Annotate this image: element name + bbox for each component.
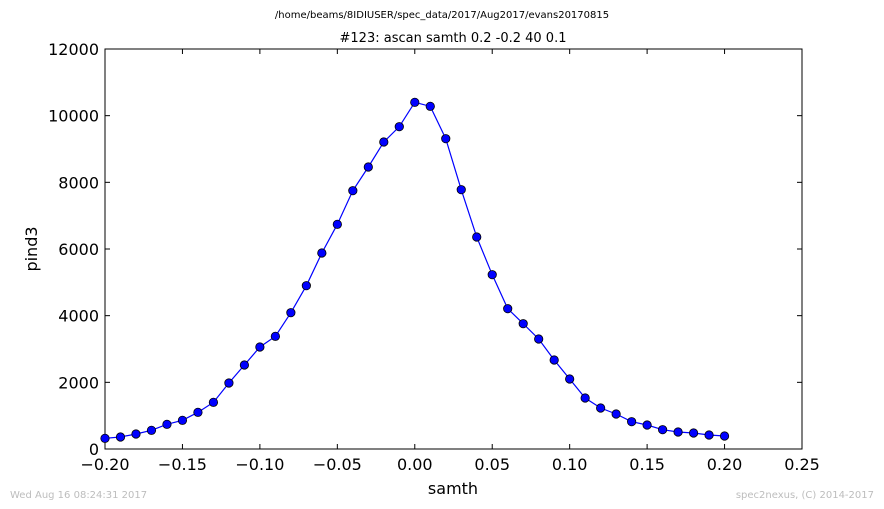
data-point <box>193 407 203 417</box>
y-tick-label: 8000 <box>58 173 99 192</box>
footer-timestamp: Wed Aug 16 08:24:31 2017 <box>10 490 148 501</box>
footer-credit: spec2nexus, (C) 2014-2017 <box>735 490 874 501</box>
data-point <box>472 232 482 242</box>
x-tick-label: 0.25 <box>784 455 820 474</box>
data-point <box>580 393 590 403</box>
data-point <box>162 419 172 429</box>
x-tick-label: −0.10 <box>235 455 284 474</box>
y-tick-label: 0 <box>89 440 99 459</box>
data-point <box>642 420 652 430</box>
x-tick-label: 0.10 <box>552 455 588 474</box>
data-point <box>596 403 606 413</box>
data-point <box>673 427 683 437</box>
data-point <box>177 415 188 425</box>
data-point <box>379 137 389 147</box>
axis-ticks <box>104 48 803 450</box>
data-point <box>487 270 497 280</box>
data-point <box>239 360 249 370</box>
x-tick-label: 0.15 <box>629 455 665 474</box>
x-tick-label: −0.20 <box>80 455 129 474</box>
data-point <box>627 417 637 427</box>
axis-tick-labels: −0.20 −0.15 −0.10 −0.05 0.00 0.05 0.10 0.15 0.20… <box>48 40 820 474</box>
data-point <box>270 331 280 341</box>
data-point <box>224 378 234 388</box>
data-point <box>332 219 342 229</box>
y-axis-label: pind3 <box>22 226 41 271</box>
y-tick-label: 2000 <box>58 373 99 392</box>
data-point <box>286 308 296 318</box>
x-tick-label: 0.20 <box>707 455 743 474</box>
data-point <box>456 185 466 195</box>
x-tick-label: −0.15 <box>158 455 207 474</box>
y-tick-label: 10000 <box>48 107 99 126</box>
data-point <box>704 430 714 440</box>
data-point <box>534 334 544 344</box>
x-tick-label: 0.00 <box>397 455 433 474</box>
data-point <box>441 134 451 144</box>
data-point <box>425 101 435 111</box>
series-markers <box>100 97 730 443</box>
data-point <box>301 281 311 291</box>
y-tick-label: 4000 <box>58 307 99 326</box>
data-point <box>131 429 141 439</box>
data-point <box>503 304 513 314</box>
y-tick-label: 12000 <box>48 40 99 59</box>
data-point <box>611 409 621 419</box>
data-point <box>348 186 358 196</box>
chart-title: #123: ascan samth 0.2 -0.2 40 0.1 <box>340 31 567 46</box>
data-point <box>688 428 699 438</box>
x-tick-label: 0.05 <box>474 455 510 474</box>
x-tick-label: −0.05 <box>313 455 362 474</box>
data-point <box>255 342 265 352</box>
data-point <box>518 319 528 329</box>
plot-area-frame <box>104 48 803 450</box>
data-point <box>100 433 110 443</box>
data-point <box>146 425 157 435</box>
y-tick-label: 6000 <box>58 240 99 259</box>
figure-suptitle: /home/beams/8IDIUSER/spec_data/2017/Aug2… <box>275 10 609 21</box>
x-axis-label: samth <box>428 479 478 498</box>
data-point <box>657 425 668 435</box>
data-point <box>549 355 559 365</box>
data-point <box>410 97 420 107</box>
data-point <box>363 162 373 172</box>
data-point <box>317 248 327 258</box>
data-point <box>565 374 575 384</box>
data-point <box>394 122 404 132</box>
data-point <box>719 431 730 441</box>
data-point <box>208 397 219 407</box>
data-point <box>115 432 126 442</box>
